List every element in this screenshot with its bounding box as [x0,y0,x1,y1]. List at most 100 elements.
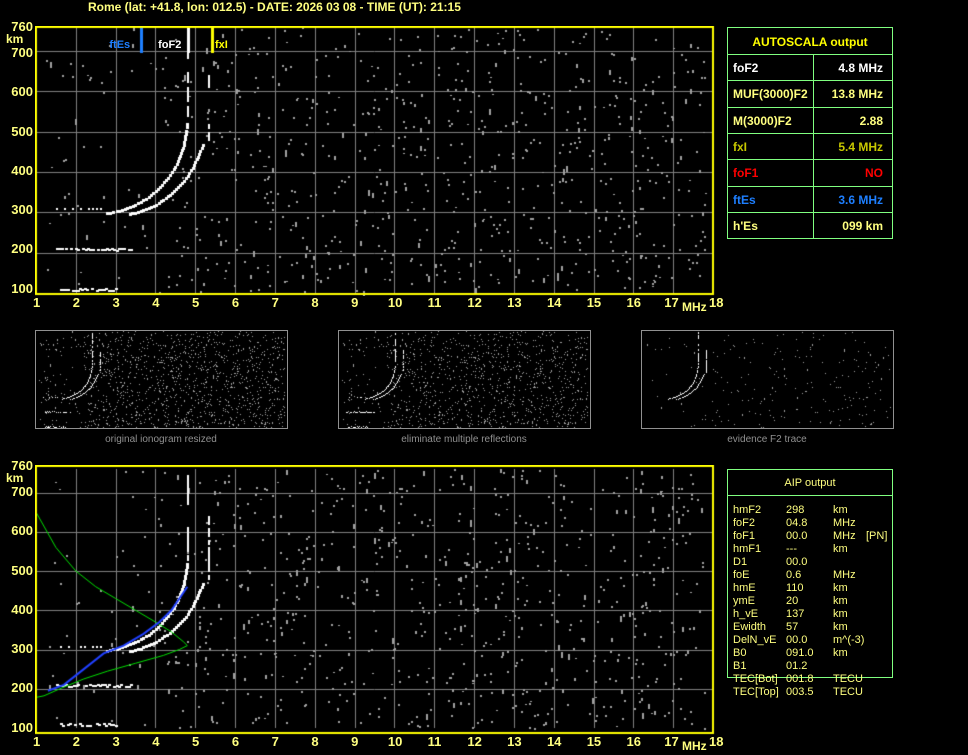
x-tick-label: 2 [72,295,80,310]
autoscala-param-value: 2.88 [859,113,883,128]
x-tick-label: 10 [387,295,403,310]
aip-param-name: ymE [733,595,755,607]
aip-param-value: 00.0 [786,634,808,646]
y-tick-label: 300 [11,641,33,656]
column-divider [813,186,814,213]
x-tick-label: 10 [387,734,403,749]
aip-param-flag: [PN] [866,530,888,542]
aip-param-name: hmE [733,582,756,594]
autoscala-param-name: ftEs [733,192,756,207]
aip-param-name: B1 [733,660,747,672]
aip-param-value: 001.8 [786,673,814,685]
x-tick-label: 3 [112,295,120,310]
aip-param-unit: km [833,647,848,659]
y-tick-label: 600 [11,523,33,539]
autoscala-param-name: fxI [733,139,748,154]
aip-param-value: 110 [786,582,804,594]
column-divider [813,107,814,134]
x-axis-unit: MHz [682,739,707,753]
aip-param-unit: km [833,595,848,607]
ionogram-title: Rome (lat: +41.8, lon: 012.5) - DATE: 20… [88,0,461,14]
aip-param-value: 298 [786,504,805,516]
aip-param-unit: TECU [833,686,863,698]
y-tick-label: 400 [11,162,33,178]
autoscala-param-value: 13.8 MHz [831,87,883,102]
marker-label-fxi: fxI [214,39,228,51]
autoscala-param-name: foF2 [733,61,759,75]
autoscala-ionogram-plot [35,26,715,296]
thumbnail-caption: evidence F2 trace [727,434,807,445]
x-tick-label: 18 [709,734,724,749]
aip-param-unit: MHz [833,530,856,542]
aip-param-name: TEC[Top] [733,686,779,698]
autoscala-row: h'Es 099 km [728,211,892,239]
x-tick-label: 12 [467,734,482,749]
aip-param-name: TEC[Bot] [733,673,778,685]
x-tick-label: 3 [112,734,120,749]
aip-param-name: Ewidth [733,621,767,633]
aip-param-value: 00.0 [786,530,808,542]
autoscala-row: ftEs 3.6 MHz [728,185,892,213]
y-tick-label: 300 [11,202,33,217]
x-tick-label: 11 [427,295,442,310]
column-divider [813,160,814,187]
x-tick-label: 5 [192,734,200,749]
aip-param-unit: MHz [833,517,856,529]
aip-param-unit: km [833,621,848,633]
thumbnail-frame-2 [338,330,591,429]
x-tick-label: 18 [709,295,724,310]
aip-param-value: --- [786,543,797,555]
y-tick-label: 700 [11,484,33,500]
autoscala-row: foF2 4.8 MHz [728,54,892,81]
y-tick-label: 200 [11,680,33,696]
thumbnail-image-2 [339,331,590,428]
x-tick-label: 8 [311,734,319,749]
aip-param-value: 04.8 [786,517,808,529]
thumbnail-image-3 [642,331,893,428]
y-axis-unit: km [6,471,24,485]
aip-param-name: h_vE [733,608,759,620]
x-tick-label: 16 [626,295,641,310]
aip-param-name: foE [733,569,750,581]
aip-header: AIP output [784,477,836,489]
aip-param-name: D1 [733,556,748,568]
aip-param-unit: TECU [833,673,863,685]
column-divider [813,81,814,108]
aip-param-name: hmF2 [733,504,762,516]
autoscala-header: AUTOSCALA output [752,35,868,49]
aip-output-box: AIP output [727,469,893,678]
y-tick-label: 600 [11,84,33,100]
y-tick-label: 760 [11,19,33,34]
aip-param-value: 00.0 [786,556,808,568]
thumbnail-caption: eliminate multiple reflections [401,434,527,445]
autoscala-param-name: MUF(3000)F2 [733,87,808,102]
aip-param-unit: km [833,504,848,516]
autoscala-param-value: 099 km [842,218,883,233]
autoscala-row: fxI 5.4 MHz [728,132,892,160]
x-tick-label: 5 [192,295,200,310]
x-tick-label: 17 [664,734,679,749]
aip-param-unit: MHz [833,569,856,581]
y-tick-label: 500 [11,123,33,139]
x-tick-label: 11 [427,734,442,749]
x-tick-label: 4 [152,734,160,749]
autoscala-row: M(3000)F2 2.88 [728,106,892,134]
aip-param-value: 003.5 [786,686,814,698]
y-tick-label: 760 [11,458,33,473]
autoscala-param-name: h'Es [733,218,758,233]
column-divider [813,212,814,239]
thumbnail-caption: original ionogram resized [105,434,217,445]
x-tick-label: 15 [586,734,602,749]
x-tick-label: 16 [626,734,641,749]
x-tick-label: 12 [467,295,482,310]
aip-param-unit: km [833,543,848,555]
aip-param-value: 01.2 [786,660,808,672]
column-divider [813,55,814,81]
autoscala-output-table: AUTOSCALA output foF2 4.8 MHz MUF(3000)F2 1… [727,27,893,239]
x-tick-label: 4 [152,295,160,310]
marker-label-ftes: ftEs [109,39,131,51]
autoscala-param-value: 5.4 MHz [838,139,883,154]
thumbnail-image-1 [36,331,287,428]
x-tick-label: 14 [546,734,562,749]
x-tick-label: 15 [586,295,602,310]
